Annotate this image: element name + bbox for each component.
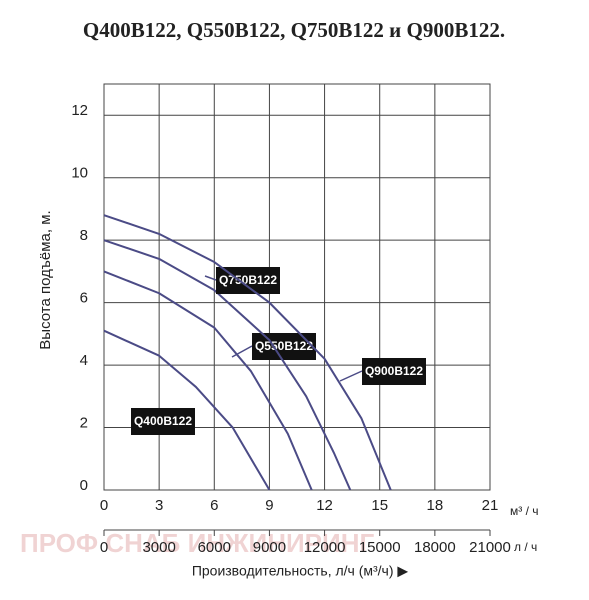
x-tick-label: 3 xyxy=(155,497,163,514)
x-tick-label: 0 xyxy=(100,497,108,514)
x-tick-label: 21 xyxy=(482,497,499,514)
series-line xyxy=(103,270,313,491)
y-axis-label: Высота подъёма, м. xyxy=(37,210,54,349)
y-tick-label: 8 xyxy=(80,227,88,244)
x2-unit: л / ч xyxy=(514,540,537,554)
series-label-box xyxy=(131,408,195,435)
x-tick-label: 18 xyxy=(427,497,444,514)
x2-tick-label: 3000 xyxy=(142,539,175,556)
x2-tick-label: 0 xyxy=(100,539,108,556)
x-tick-label: 15 xyxy=(371,497,388,514)
series-label: Q550B122 xyxy=(255,339,313,353)
x2-tick-label: 12000 xyxy=(304,539,346,556)
x2-tick-label: 18000 xyxy=(414,539,456,556)
series-line xyxy=(103,239,352,491)
series-line xyxy=(103,214,392,491)
x-axis-label: Производительность, л/ч (м³/ч) ▶ xyxy=(192,563,409,579)
series-label-box xyxy=(362,358,426,385)
y-tick-label: 12 xyxy=(71,102,88,119)
series-label: Q400B122 xyxy=(134,414,192,428)
series-label: Q750B122 xyxy=(219,273,277,287)
x2-tick-label: 6000 xyxy=(198,539,231,556)
series-label: Q900B122 xyxy=(365,364,423,378)
chart-title: Q400B122, Q550B122, Q750B122 и Q900B122. xyxy=(83,18,505,42)
label-leader xyxy=(204,275,217,281)
x2-tick-label: 21000 xyxy=(469,539,511,556)
x-tick-label: 9 xyxy=(265,497,273,514)
label-leader xyxy=(339,370,363,382)
x2-tick-label: 15000 xyxy=(359,539,401,556)
series-label-box xyxy=(252,333,316,360)
x-unit: м³ / ч xyxy=(510,504,539,518)
x-tick-label: 6 xyxy=(210,497,218,514)
y-tick-label: 4 xyxy=(80,352,88,369)
watermark: ПРОФ СНАБ ИНЖИНИРИНГ xyxy=(20,528,374,558)
y-tick-label: 10 xyxy=(71,165,88,182)
y-tick-label: 0 xyxy=(80,477,88,494)
x-tick-label: 12 xyxy=(316,497,333,514)
x2-tick-label: 9000 xyxy=(253,539,286,556)
y-tick-label: 6 xyxy=(80,290,88,307)
series-line xyxy=(103,329,271,491)
label-leader xyxy=(231,345,253,358)
y-tick-label: 2 xyxy=(80,415,88,432)
